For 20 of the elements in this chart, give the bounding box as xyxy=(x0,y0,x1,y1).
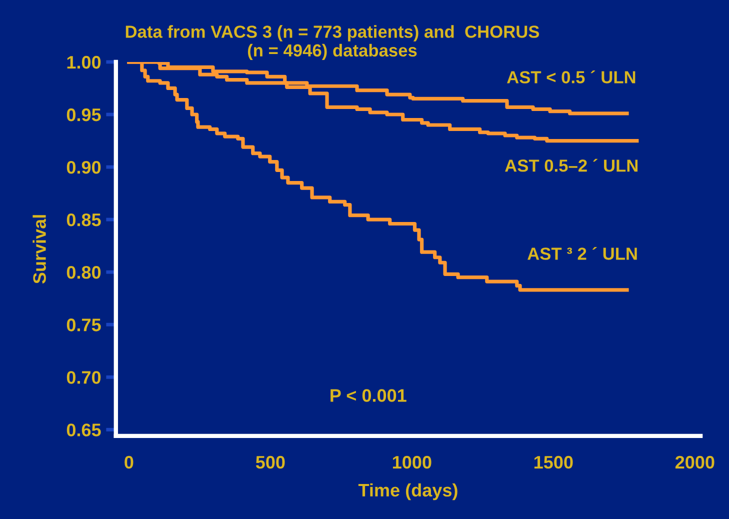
y-tick-label: 0.65 xyxy=(66,424,101,436)
y-axis-title: Survival xyxy=(32,215,46,284)
x-tick-label: 1000 xyxy=(392,456,432,469)
annotation: P < 0.001 xyxy=(330,389,406,402)
chart-title: Data from VACS 3 (n = 773 patients) and CHORUS (n = 4946) databases xyxy=(126,25,540,60)
x-tick-label: 0 xyxy=(124,456,134,469)
series-label: AST ³ 2 ´ ULN xyxy=(528,246,637,260)
x-axis-title: Time (days) xyxy=(358,483,458,500)
y-tick-label: 0.70 xyxy=(66,371,101,384)
y-tick-label: 0.85 xyxy=(66,213,101,226)
y-tick-label: 0.75 xyxy=(66,318,101,332)
y-tick-label: 0.80 xyxy=(66,266,101,279)
series-label: AST 0.5–2 ´ ULN xyxy=(505,158,638,172)
x-tick-label: 2000 xyxy=(675,456,714,469)
series-label: AST < 0.5 ´ ULN xyxy=(506,70,636,84)
x-tick-label: 500 xyxy=(256,456,285,469)
y-tick-label: 0.95 xyxy=(66,108,101,122)
y-tick-label: 1.00 xyxy=(67,56,101,69)
y-tick-label: 0.90 xyxy=(66,160,101,174)
x-tick-label: 1500 xyxy=(534,456,573,469)
